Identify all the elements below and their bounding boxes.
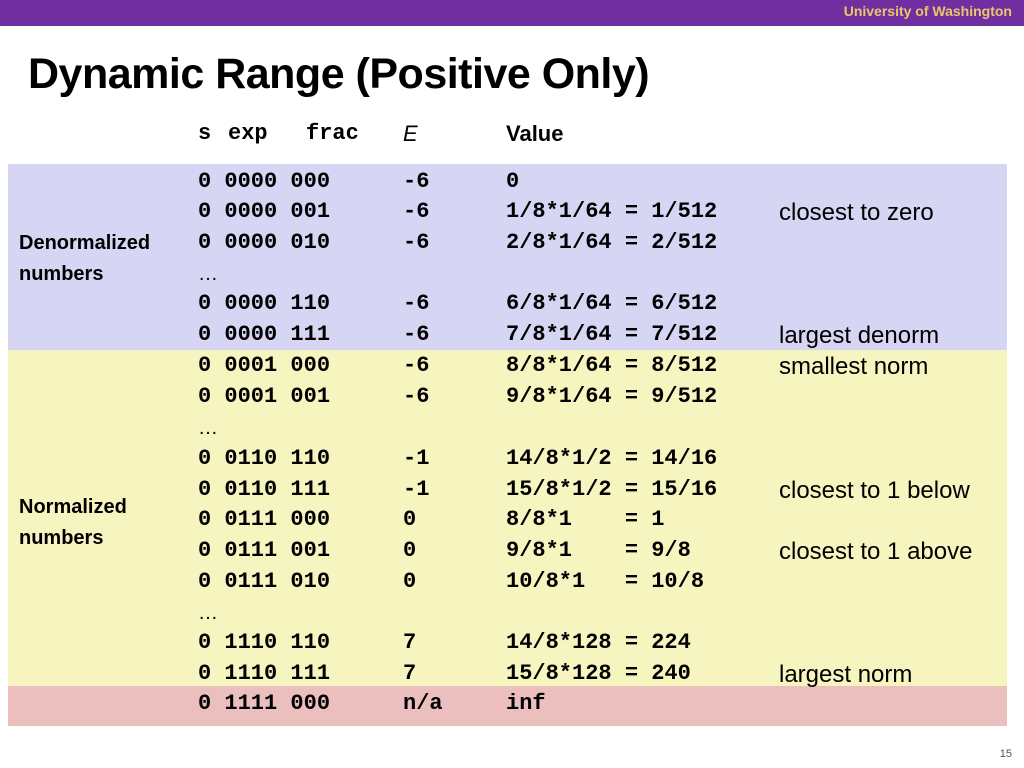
row-value: 7/8*1/64 = 7/512 [506, 322, 718, 347]
row-bits: 0 1110 110 [198, 630, 331, 655]
slide-title: Dynamic Range (Positive Only) [28, 50, 650, 98]
row-value: 6/8*1/64 = 6/512 [506, 291, 718, 316]
row-value: 10/8*1 = 10/8 [506, 569, 705, 594]
row-ellipsis: … [198, 602, 218, 624]
denormalized-label: Denormalized numbers [19, 232, 151, 285]
page-number: 15 [999, 748, 1012, 760]
row-exponent: -6 [403, 322, 430, 347]
normalized-band [8, 350, 1007, 686]
row-bits: 0 0000 000 [198, 169, 331, 194]
row-exponent: -6 [403, 291, 430, 316]
row-value: 14/8*1/2 = 14/16 [506, 446, 718, 471]
row-bits: 0 0110 111 [198, 477, 331, 502]
row-value: 15/8*128 = 240 [506, 661, 691, 686]
row-note: smallest norm [779, 353, 929, 380]
row-bits: 0 0111 010 [198, 569, 331, 594]
row-exponent: -1 [403, 446, 430, 471]
header-frac: frac [306, 121, 359, 146]
row-bits: 0 0000 010 [198, 230, 331, 255]
row-value: 15/8*1/2 = 15/16 [506, 477, 718, 502]
row-exponent: -6 [403, 169, 430, 194]
row-bits: 0 1110 111 [198, 661, 331, 686]
institution-name: University of Washington [843, 3, 1012, 19]
normalized-label: Normalized numbers [19, 496, 127, 549]
row-bits: 0 0110 110 [198, 446, 331, 471]
row-exponent: -1 [403, 477, 430, 502]
row-exponent: 0 [403, 569, 417, 594]
header-value: Value [506, 121, 564, 146]
row-note: closest to 1 above [779, 538, 973, 565]
row-value: 0 [506, 169, 520, 194]
special-values-band [8, 686, 1007, 726]
row-value: 8/8*1 = 1 [506, 507, 665, 532]
row-exponent: 0 [403, 507, 417, 532]
row-note: closest to 1 below [779, 477, 970, 504]
row-bits: 0 0001 000 [198, 353, 331, 378]
row-exponent: -6 [403, 199, 430, 224]
row-value: 9/8*1/64 = 9/512 [506, 384, 718, 409]
header-e: E [403, 121, 418, 146]
row-bits: 0 0000 111 [198, 322, 331, 347]
row-ellipsis: … [198, 263, 218, 285]
row-exponent: -6 [403, 230, 430, 255]
row-exponent: 0 [403, 538, 417, 563]
header-s: s [198, 121, 212, 146]
row-note: largest denorm [779, 322, 940, 349]
row-note: largest norm [779, 661, 913, 688]
header-exp: exp [228, 121, 268, 146]
row-value: 8/8*1/64 = 8/512 [506, 353, 718, 378]
row-note: closest to zero [779, 199, 934, 226]
row-bits: 0 0000 110 [198, 291, 331, 316]
row-bits: 0 0001 001 [198, 384, 331, 409]
row-exponent: n/a [403, 691, 443, 716]
top-banner: University of Washington [0, 0, 1024, 26]
row-bits: 0 0000 001 [198, 199, 331, 224]
row-exponent: -6 [403, 353, 430, 378]
row-exponent: -6 [403, 384, 430, 409]
row-ellipsis: … [198, 417, 218, 439]
row-value: inf [506, 691, 546, 716]
row-value: 2/8*1/64 = 2/512 [506, 230, 718, 255]
row-bits: 0 0111 001 [198, 538, 331, 563]
row-exponent: 7 [403, 661, 417, 686]
row-value: 9/8*1 = 9/8 [506, 538, 691, 563]
row-bits: 0 0111 000 [198, 507, 331, 532]
row-value: 1/8*1/64 = 1/512 [506, 199, 718, 224]
row-bits: 0 1111 000 [198, 691, 331, 716]
denormalized-band [8, 164, 1007, 350]
row-value: 14/8*128 = 224 [506, 630, 691, 655]
row-exponent: 7 [403, 630, 417, 655]
